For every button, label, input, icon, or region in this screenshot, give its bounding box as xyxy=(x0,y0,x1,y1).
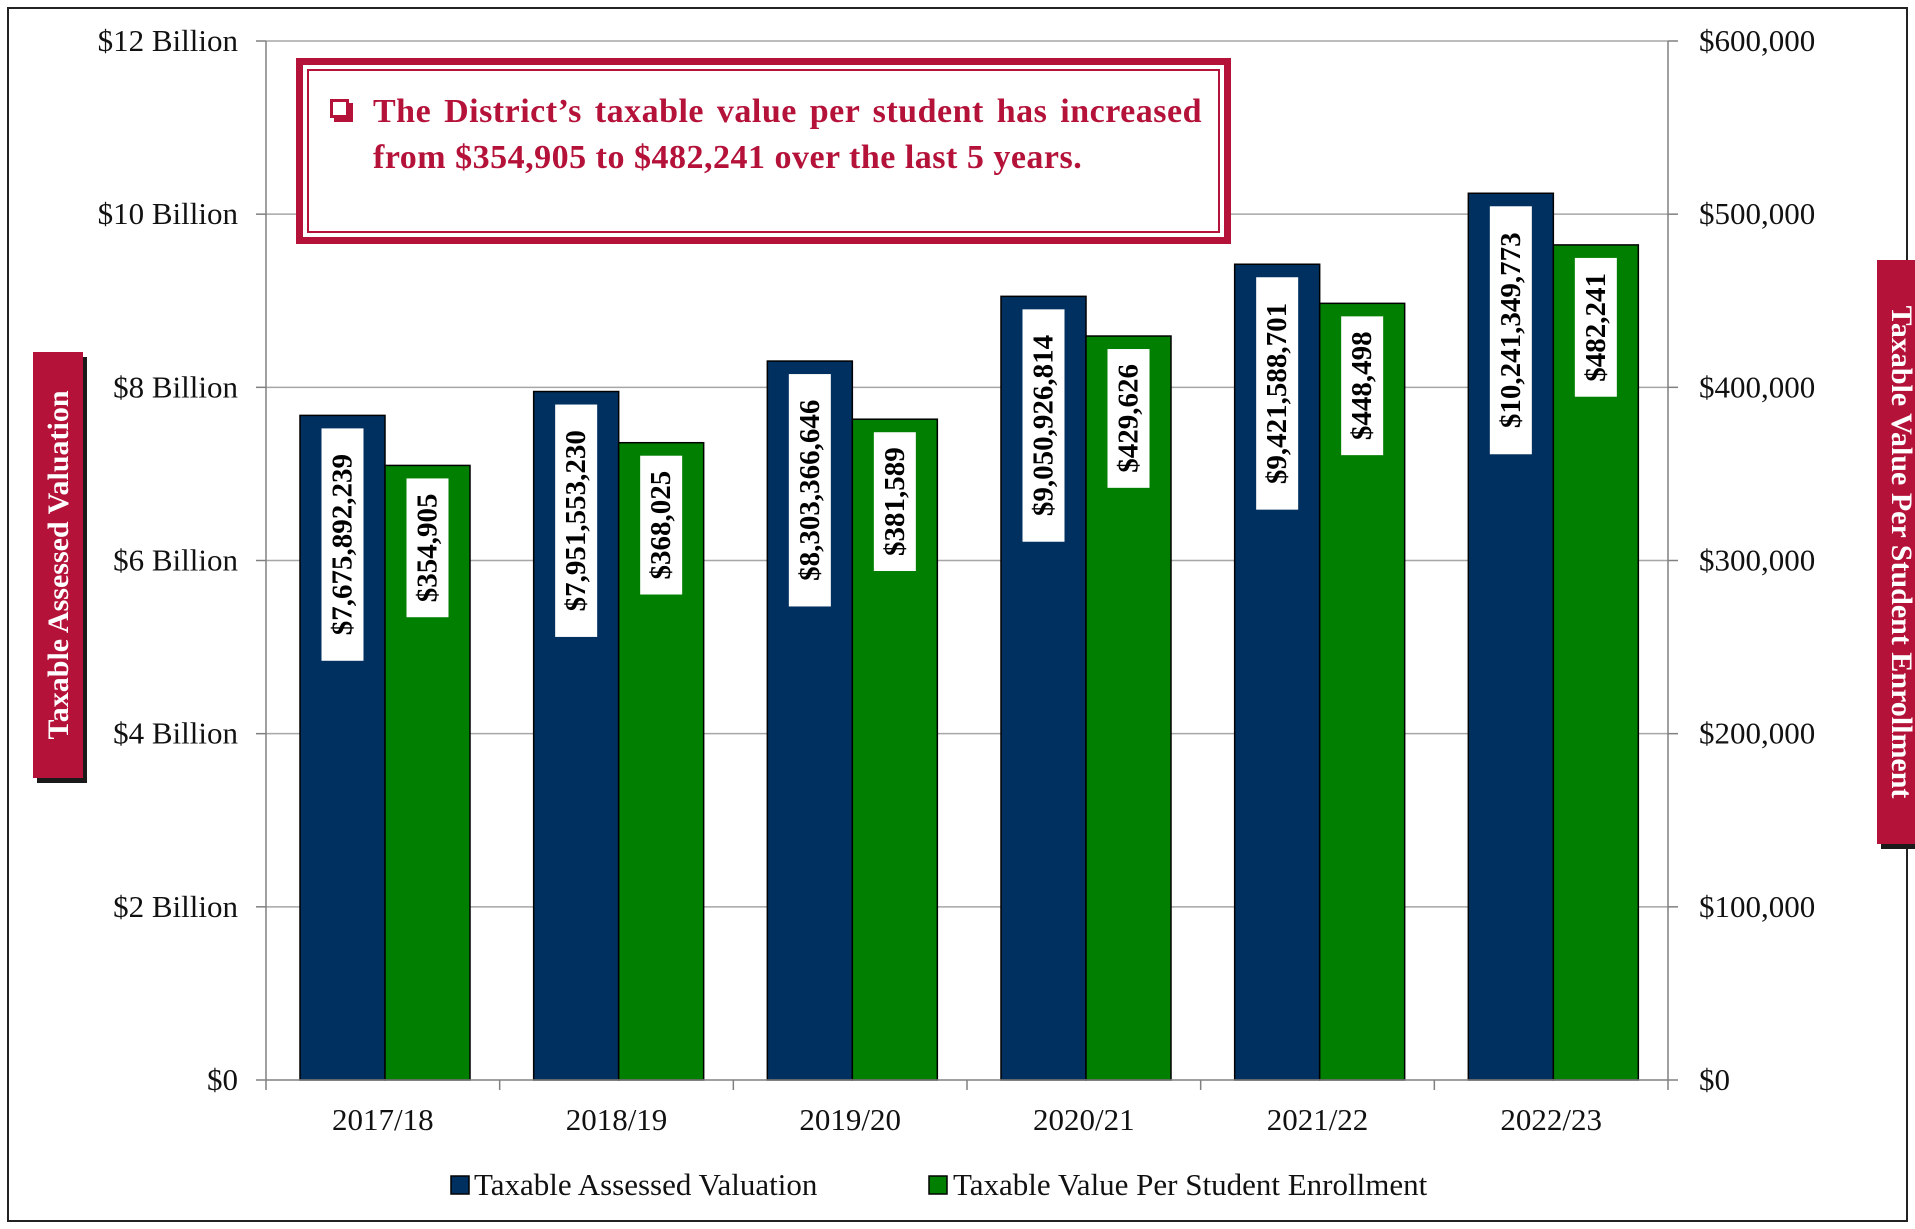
right-tick-label: $300,000 xyxy=(1699,543,1815,578)
legend-label-valuation: Taxable Assessed Valuation xyxy=(474,1167,818,1202)
data-label-box xyxy=(1022,309,1065,542)
callout-box: The District’s taxable value per student… xyxy=(296,58,1231,244)
data-label-valuation: $7,675,892,239 xyxy=(321,428,364,661)
data-label-valuation: $9,050,926,814 xyxy=(1022,309,1065,542)
left-tick-label: $10 Billion xyxy=(98,196,239,231)
data-label-valuation: $8,303,366,646 xyxy=(788,374,831,607)
data-label-per-student: $482,241 xyxy=(1574,257,1617,397)
left-axis-title: Taxable Assessed Valuation xyxy=(33,352,87,783)
data-label-per-student: $354,905 xyxy=(406,478,449,618)
x-tick-label: 2019/20 xyxy=(799,1102,901,1137)
x-tick-label: 2022/23 xyxy=(1500,1102,1602,1137)
data-label-text: $381,589 xyxy=(879,447,911,556)
right-tick-label: $100,000 xyxy=(1699,889,1815,924)
x-tick-label: 2017/18 xyxy=(332,1102,434,1137)
data-label-box xyxy=(873,432,916,572)
right-tick-label: $400,000 xyxy=(1699,369,1815,404)
data-label-box xyxy=(406,478,449,618)
left-tick-label: $4 Billion xyxy=(113,716,238,751)
data-label-box xyxy=(788,374,831,607)
data-label-box xyxy=(1107,349,1150,488)
legend-label-per-student: Taxable Value Per Student Enrollment xyxy=(953,1167,1428,1202)
data-label-valuation: $9,421,588,701 xyxy=(1256,277,1299,510)
data-label-box xyxy=(640,455,683,595)
data-label-text: $354,905 xyxy=(412,493,444,602)
data-label-per-student: $448,498 xyxy=(1341,316,1384,456)
data-label-valuation: $10,241,349,773 xyxy=(1489,206,1532,455)
data-label-per-student: $381,589 xyxy=(873,432,916,572)
left-axis-title-text: Taxable Assessed Valuation xyxy=(42,390,75,739)
x-tick-label: 2020/21 xyxy=(1033,1102,1135,1137)
data-label-box xyxy=(321,428,364,661)
data-label-text: $448,498 xyxy=(1346,331,1378,440)
right-tick-label: $600,000 xyxy=(1699,23,1815,58)
data-label-box xyxy=(1256,277,1299,510)
left-tick-label: $6 Billion xyxy=(113,543,238,578)
legend-item-per-student: Taxable Value Per Student Enrollment xyxy=(928,1167,1428,1202)
data-label-text: $8,303,366,646 xyxy=(794,400,826,581)
callout-text: The District’s taxable value per student… xyxy=(373,93,1202,176)
left-tick-label: $12 Billion xyxy=(98,23,239,58)
axes: $0 $0 $2 Billion $100,000 $4 Billion $200,000… xyxy=(98,23,1816,1137)
data-label-text: $9,050,926,814 xyxy=(1028,335,1060,516)
data-label-text: $7,951,553,230 xyxy=(560,430,592,611)
data-label-per-student: $429,626 xyxy=(1107,349,1150,488)
data-label-text: $429,626 xyxy=(1113,364,1145,473)
left-tick-label: $8 Billion xyxy=(113,369,238,404)
data-label-text: $7,675,892,239 xyxy=(327,454,359,635)
legend: Taxable Assessed Valuation Taxable Value… xyxy=(450,1167,1428,1202)
data-label-text: $482,241 xyxy=(1580,273,1612,382)
checkbox-bullet-icon xyxy=(330,99,353,122)
right-tick-label: $200,000 xyxy=(1699,716,1815,751)
data-labels: $7,675,892,239 $354,905 $7,951,553,230 $368… xyxy=(321,206,1617,661)
data-label-valuation: $7,951,553,230 xyxy=(555,404,598,637)
data-label-box xyxy=(1489,206,1532,455)
legend-swatch-valuation xyxy=(450,1175,470,1195)
data-label-per-student: $368,025 xyxy=(640,455,683,595)
data-label-box xyxy=(1574,257,1617,397)
data-label-text: $368,025 xyxy=(645,471,677,580)
left-tick-label: $2 Billion xyxy=(113,889,238,924)
left-tick-label: $0 xyxy=(207,1062,238,1097)
legend-item-valuation: Taxable Assessed Valuation xyxy=(450,1167,818,1202)
x-tick-label: 2021/22 xyxy=(1267,1102,1369,1137)
right-axis-title: Taxable Value Per Student Enrollment xyxy=(1877,260,1915,849)
callout-inner-border xyxy=(307,69,1220,233)
right-axis-title-text: Taxable Value Per Student Enrollment xyxy=(1885,306,1915,799)
right-tick-label: $500,000 xyxy=(1699,196,1815,231)
data-label-box xyxy=(555,404,598,637)
legend-swatch-per-student xyxy=(928,1175,948,1195)
data-label-text: $9,421,588,701 xyxy=(1261,303,1293,484)
right-tick-label: $0 xyxy=(1699,1062,1730,1097)
x-tick-label: 2018/19 xyxy=(566,1102,668,1137)
data-label-text: $10,241,349,773 xyxy=(1495,232,1527,428)
data-label-box xyxy=(1341,316,1384,456)
